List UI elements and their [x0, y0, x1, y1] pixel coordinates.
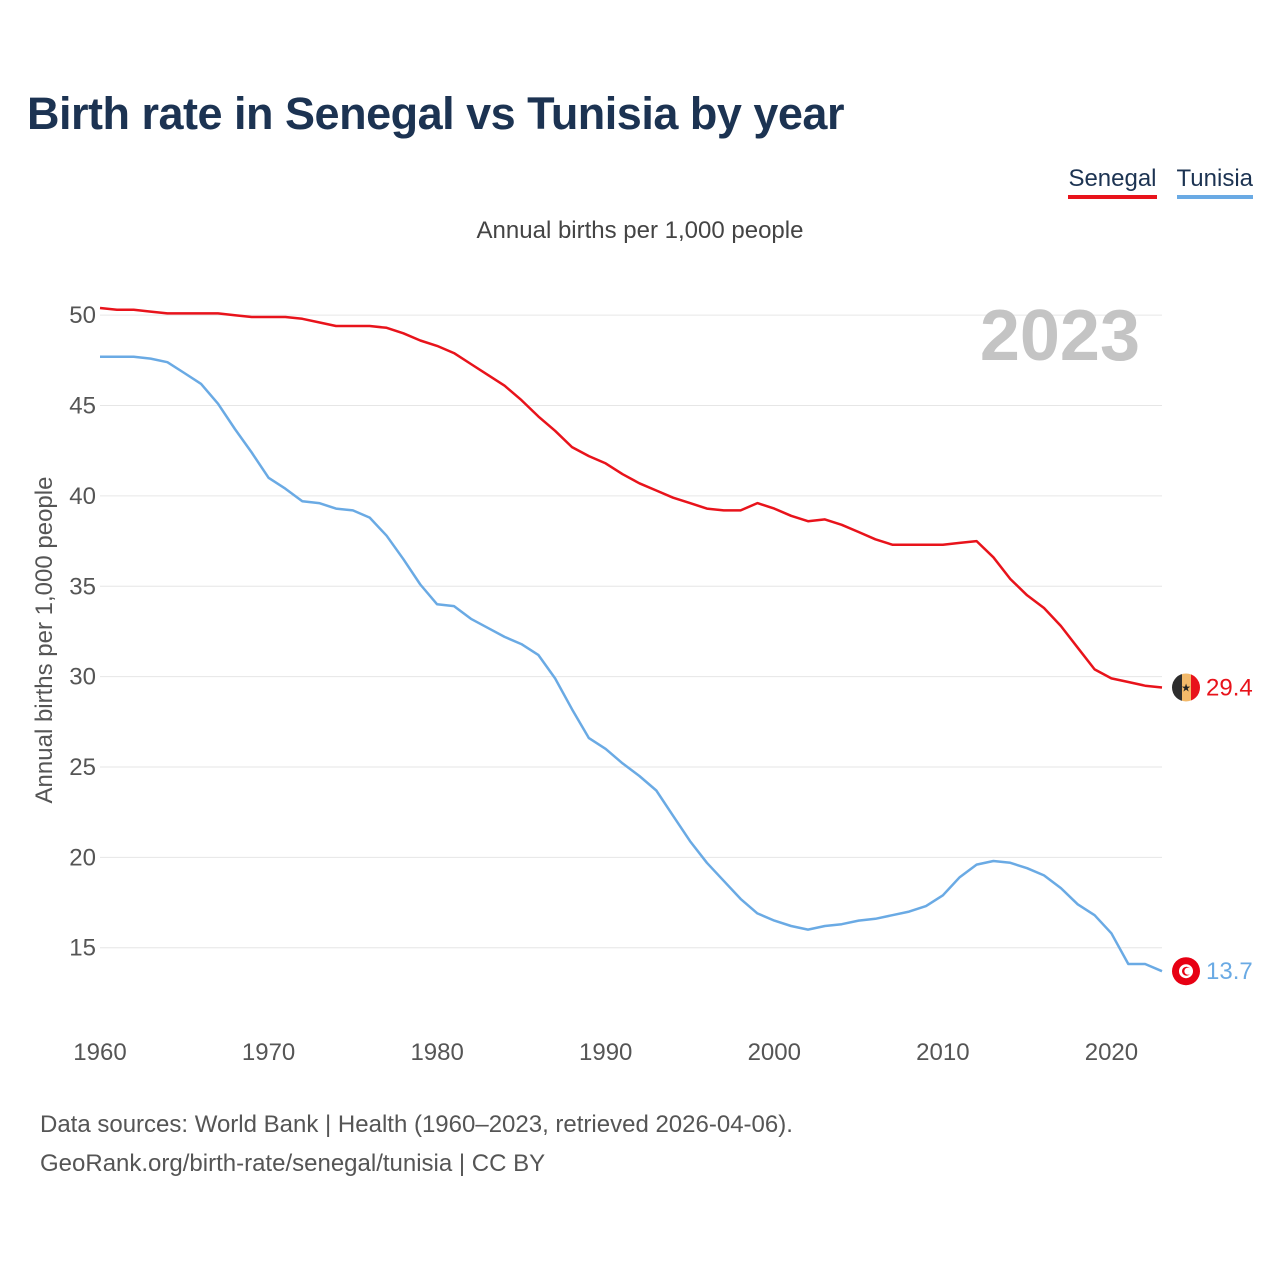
end-value-label-tunisia: 13.7: [1206, 958, 1253, 985]
series-lines: [99, 306, 1163, 973]
y-tick-label: 20: [69, 844, 96, 871]
x-axis-ticks: 1960 1970 1980 1990 2000 2010 2020: [73, 1039, 1138, 1066]
y-tick-label: 50: [69, 302, 96, 329]
y-tick-label: 35: [69, 573, 96, 600]
legend: Senegal Tunisia: [1068, 165, 1253, 199]
chart-subtitle: Annual births per 1,000 people: [476, 217, 804, 244]
y-tick-label: 45: [69, 393, 96, 420]
series-line-senegal[interactable]: [99, 306, 1163, 689]
gridlines: [100, 314, 1162, 949]
y-tick-label: 40: [69, 483, 96, 510]
flag-icon-senegal: ★: [1172, 673, 1200, 702]
x-tick-label: 1970: [242, 1039, 295, 1066]
source-line: Data sources: World Bank | Health (1960–…: [40, 1111, 793, 1138]
x-tick-label: 1960: [73, 1039, 126, 1066]
y-tick-label: 25: [69, 754, 96, 781]
end-value-label-senegal: 29.4: [1206, 674, 1253, 701]
x-tick-label: 2000: [748, 1039, 801, 1066]
x-tick-label: 2010: [916, 1039, 969, 1066]
x-tick-label: 1990: [579, 1039, 632, 1066]
sources: Data sources: World Bank | Health (1960–…: [40, 1105, 793, 1183]
y-tick-label: 15: [69, 935, 96, 962]
year-watermark: 2023: [980, 296, 1140, 376]
source-link[interactable]: GeoRank.org/birth-rate/senegal/tunisia |…: [40, 1150, 546, 1177]
series-line-tunisia[interactable]: [100, 355, 1163, 973]
flag-icon-tunisia: [1172, 957, 1200, 986]
end-markers: ★ 29.4 13.7: [1172, 673, 1253, 986]
chart-title: Birth rate in Senegal vs Tunisia by year: [27, 88, 844, 139]
x-tick-label: 2020: [1085, 1039, 1138, 1066]
line-chart: 2023 15 20 25 30 35 40 45 50 1960 1970 1980 1990 20…: [31, 296, 1253, 1066]
y-axis-ticks: 15 20 25 30 35 40 45 50: [69, 302, 96, 962]
svg-text:★: ★: [1181, 682, 1191, 694]
x-tick-label: 1980: [410, 1039, 463, 1066]
y-tick-label: 30: [69, 664, 96, 691]
legend-item-senegal[interactable]: Senegal: [1068, 165, 1157, 199]
legend-item-tunisia[interactable]: Tunisia: [1176, 165, 1253, 199]
y-axis-label: Annual births per 1,000 people: [31, 477, 58, 804]
